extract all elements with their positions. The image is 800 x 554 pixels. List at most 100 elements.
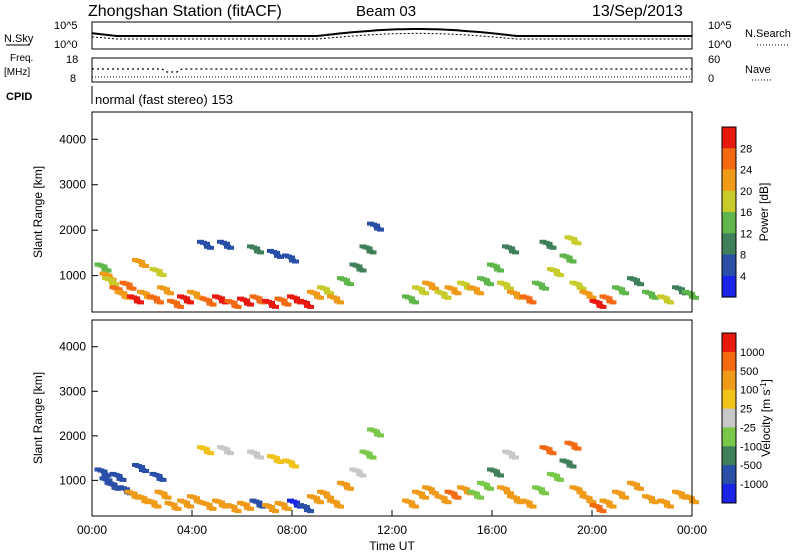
velocity-colorbar-swatch (722, 484, 736, 504)
freq-label-line2: [MHz] (4, 67, 30, 78)
velocity-colorbar-tick: 1000 (740, 347, 764, 359)
velocity-cell (579, 491, 587, 496)
power-cell (422, 291, 429, 296)
power-cell (512, 250, 519, 255)
velocity-cell (507, 491, 514, 496)
power-cell (525, 296, 533, 301)
velocity-colorbar-swatch (722, 427, 736, 447)
power-cell (483, 278, 490, 283)
velocity-cell (450, 491, 458, 496)
power-cell (163, 287, 170, 292)
nsky-tick-bottom: 10^0 (54, 39, 78, 51)
nsearch-trace (91, 32, 692, 40)
power-cell (243, 298, 250, 303)
power-cell (203, 241, 210, 246)
power-ytick-label: 3000 (59, 178, 86, 192)
power-cell (257, 250, 264, 255)
power-colorbar-swatch (722, 148, 736, 171)
velocity-cell (549, 451, 557, 456)
velocity-cell (303, 505, 310, 510)
velocity-cell (223, 447, 230, 452)
freq-tick-top: 18 (66, 54, 78, 66)
power-cell (105, 273, 113, 278)
velocity-cell (174, 506, 182, 511)
power-cell (652, 295, 659, 300)
x-tick-label: 08:00 (277, 523, 307, 537)
velocity-cell (313, 496, 320, 501)
power-cell (157, 300, 164, 305)
power-cell (545, 241, 553, 246)
velocity-colorbar-swatch (722, 465, 736, 485)
velocity-cell (170, 502, 178, 507)
power-cell (487, 282, 494, 287)
velocity-cell (589, 500, 597, 505)
power-colorbar-swatch (722, 127, 736, 149)
power-cell (503, 282, 510, 287)
velocity-colorbar-tick: -100 (740, 441, 762, 453)
power-colorbar-swatch (722, 254, 736, 277)
velocity-cell (667, 504, 674, 509)
velocity-cell (692, 500, 699, 505)
velocity-cell (369, 455, 377, 460)
velocity-cell (545, 447, 553, 452)
velocity-cell (154, 504, 162, 509)
nsky-trace (91, 28, 692, 37)
power-cell (365, 246, 373, 251)
power-cell (618, 287, 625, 292)
velocity-colorbar-swatch (722, 351, 736, 372)
power-cell (255, 296, 263, 301)
power-cell (412, 300, 419, 305)
velocity-cell (575, 487, 583, 492)
power-cell (347, 282, 354, 287)
power-cell (507, 286, 514, 291)
power-cell (115, 287, 123, 292)
power-cell (273, 250, 280, 255)
power-colorbar-swatch (722, 169, 736, 192)
power-cell (104, 268, 112, 273)
velocity-cell (678, 491, 685, 496)
velocity-cell (618, 491, 625, 496)
velocity-cell (648, 496, 655, 501)
velocity-cell (569, 464, 577, 469)
power-cell (513, 291, 520, 296)
power-colorbar-swatch (722, 275, 736, 298)
velocity-cell (187, 504, 194, 509)
power-colorbar-tick: 24 (740, 165, 752, 177)
power-cell (284, 302, 292, 307)
nave-tick-top: 60 (708, 54, 720, 66)
velocity-cell (428, 487, 435, 492)
x-tick-label: 12:00 (377, 523, 407, 537)
power-cell (292, 259, 299, 264)
velocity-colorbar-label: Velocity [m s-1] (759, 379, 774, 457)
nsky-label: N.Sky (4, 33, 34, 45)
x-axis-label: Time UT (369, 539, 415, 553)
velocity-cell (538, 487, 545, 492)
nave-label: Nave (745, 64, 771, 76)
power-cell (418, 287, 425, 292)
power-cell (432, 286, 439, 291)
power-cell (585, 291, 593, 296)
power-y-axis: 1000 2000 3000 4000 (59, 132, 98, 283)
velocity-cell (160, 491, 168, 496)
power-cell (303, 300, 310, 305)
velocity-cell (307, 509, 314, 514)
velocity-colorbar: 1000 500 100 25 -25 -100 -500 -1000 (721, 332, 768, 504)
power-cell (575, 282, 583, 287)
power-cell (497, 268, 504, 273)
power-cell (599, 304, 607, 309)
velocity-cell (119, 477, 127, 482)
velocity-colorbar-tick: 500 (740, 366, 758, 378)
power-cell (570, 237, 578, 242)
power-colorbar-frame (721, 126, 737, 298)
velocity-ytick-label: 1000 (59, 473, 86, 487)
power-cell (277, 254, 284, 259)
velocity-colorbar-tick: -500 (740, 460, 762, 472)
power-cell (205, 298, 213, 303)
velocity-cell (529, 504, 537, 509)
power-cell (595, 300, 603, 305)
velocity-cell (193, 496, 200, 501)
power-cell (549, 245, 557, 250)
power-cell (177, 304, 184, 309)
velocity-cell (347, 486, 354, 491)
velocity-cell (150, 500, 158, 505)
